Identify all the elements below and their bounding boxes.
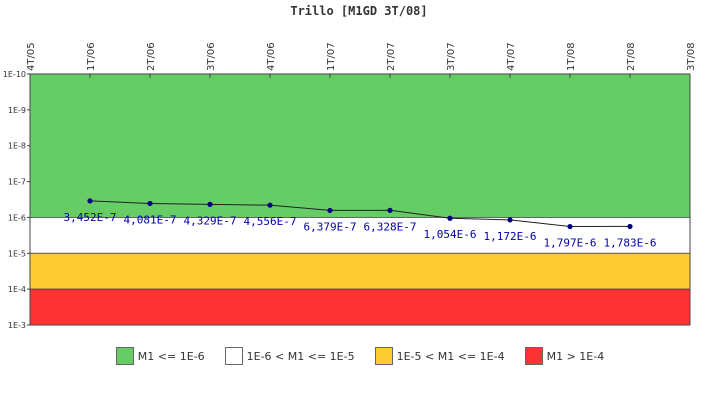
legend-item-band-0: M1 <= 1E-6 <box>115 347 205 365</box>
legend-item-band-3: M1 > 1E-4 <box>524 347 605 365</box>
y-tick-label: 1E-6 <box>8 213 26 222</box>
data-label: 6,328E-7 <box>364 220 417 233</box>
x-tick-label: 2T/08 <box>626 42 637 71</box>
legend-swatch <box>224 347 243 365</box>
x-tick-label: 3T/08 <box>686 42 697 71</box>
data-point <box>567 223 573 230</box>
band-2 <box>29 252 691 290</box>
data-point <box>327 207 333 214</box>
data-label: 4,556E-7 <box>244 215 297 228</box>
x-tick-label: 1T/07 <box>326 42 337 71</box>
data-label: 1,172E-6 <box>484 230 537 243</box>
x-tick-label: 1T/08 <box>566 42 577 71</box>
x-tick-label: 4T/06 <box>266 42 277 71</box>
x-tick-label: 4T/07 <box>506 42 517 71</box>
band-0 <box>29 73 691 218</box>
band-1 <box>29 217 691 254</box>
band-3 <box>29 288 691 326</box>
y-tick-label: 1E-7 <box>8 178 26 187</box>
series-line <box>89 200 631 228</box>
data-labels: 3,452E-7 4,081E-7 4,329E-7 4,556E-7 6,379E-7… <box>64 211 657 250</box>
data-label: 3,452E-7 <box>64 211 117 224</box>
data-point <box>447 215 453 221</box>
x-tick-label: 4T/05 <box>26 42 37 71</box>
legend: M1 <= 1E-6 1E-6 < M1 <= 1E-5 1E-5 < M1 <… <box>0 344 720 368</box>
data-label: 1,783E-6 <box>604 236 657 249</box>
x-tick-label: 3T/07 <box>446 42 457 71</box>
risk-bands <box>29 73 691 326</box>
y-tick-label: 1E-3 <box>8 321 26 330</box>
data-point <box>207 201 213 207</box>
data-label: 4,081E-7 <box>124 213 177 226</box>
plot-frame <box>29 73 691 326</box>
chart-title: Trillo [M1GD 3T/08] <box>290 4 427 18</box>
y-tick-label: 1E-10 <box>3 70 26 79</box>
data-label: 1,797E-6 <box>544 237 597 250</box>
plot-border <box>29 73 691 326</box>
legend-swatch <box>524 347 543 365</box>
y-tick-label: 1E-8 <box>8 142 26 151</box>
series-trillo <box>87 198 633 230</box>
x-tick-label: 3T/06 <box>206 42 217 71</box>
x-axis: 4T/05 1T/06 2T/06 3T/06 4T/06 1T/07 2T/07 3T/07… <box>26 42 697 78</box>
x-tick-label: 1T/06 <box>86 42 97 71</box>
legend-item-band-2: 1E-5 < M1 <= 1E-4 <box>374 347 505 365</box>
data-label: 1,054E-6 <box>424 228 477 241</box>
y-tick-label: 1E-4 <box>8 285 26 294</box>
y-axis: 1E-10 1E-9 1E-8 1E-7 1E-6 1E-5 1E-4 1E-3 <box>3 70 30 330</box>
legend-swatch <box>115 347 134 365</box>
y-tick-label: 1E-5 <box>8 249 26 258</box>
data-label: 4,329E-7 <box>184 214 237 227</box>
legend-label: 1E-5 < M1 <= 1E-4 <box>396 349 505 363</box>
legend-swatch <box>374 347 393 365</box>
data-point <box>387 207 393 213</box>
x-tick-label: 2T/07 <box>386 42 397 71</box>
data-label: 6,379E-7 <box>304 220 357 233</box>
data-point <box>507 217 513 223</box>
data-point <box>267 202 273 208</box>
data-point <box>147 200 153 207</box>
legend-item-band-1: 1E-6 < M1 <= 1E-5 <box>224 347 355 365</box>
legend-label: M1 <= 1E-6 <box>137 349 205 363</box>
legend-label: M1 > 1E-4 <box>546 349 605 363</box>
legend-label: 1E-6 < M1 <= 1E-5 <box>246 349 355 363</box>
data-point <box>627 223 633 230</box>
x-tick-label: 2T/06 <box>146 42 157 71</box>
data-point <box>87 198 93 204</box>
y-tick-label: 1E-9 <box>8 106 26 115</box>
